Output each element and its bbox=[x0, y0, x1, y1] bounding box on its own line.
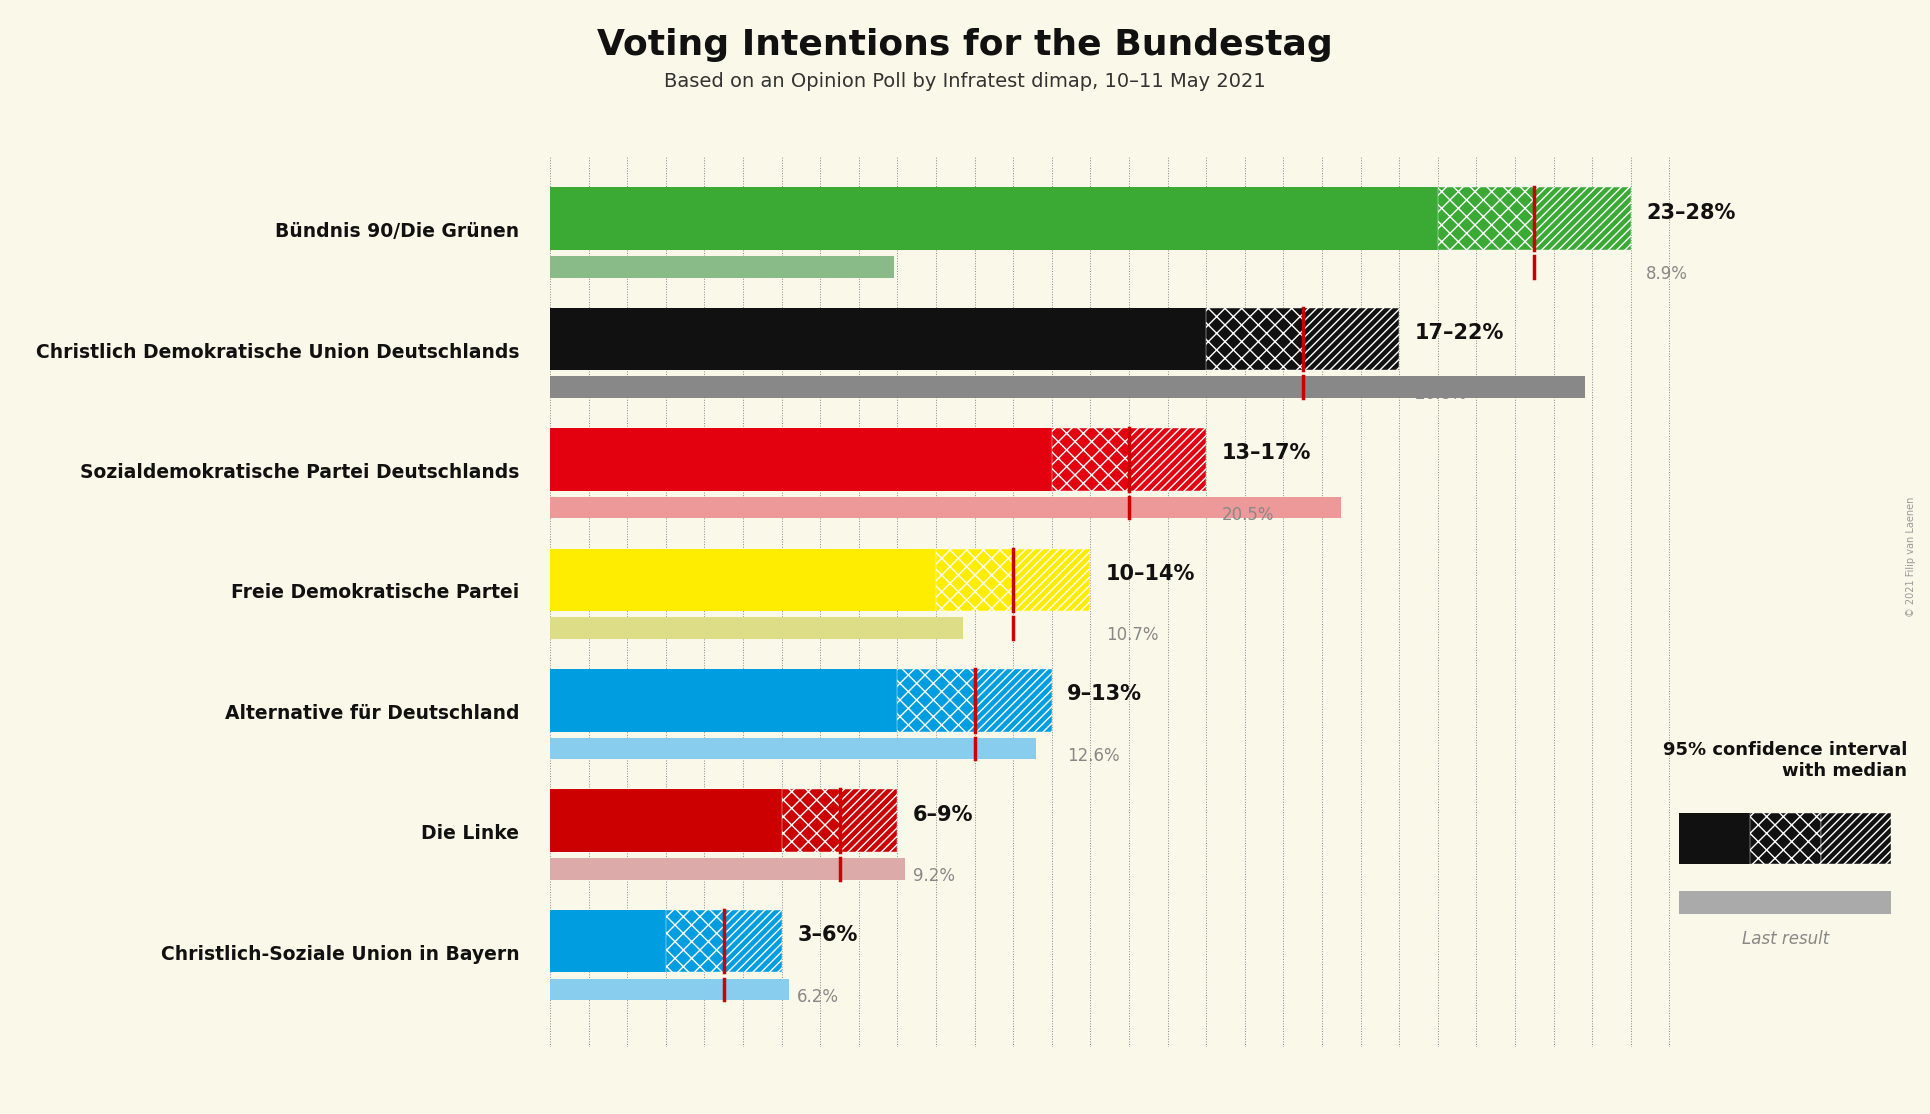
Bar bbox=[1751, 813, 1820, 863]
Text: 17–22%: 17–22% bbox=[1415, 323, 1503, 343]
Bar bbox=[550, 790, 782, 852]
Text: 26.8%: 26.8% bbox=[1415, 385, 1467, 403]
Text: Alternative für Deutschland: Alternative für Deutschland bbox=[224, 704, 519, 723]
Text: 10–14%: 10–14% bbox=[1106, 564, 1195, 584]
Bar bbox=[550, 858, 905, 880]
Text: Sozialdemokratische Partei Deutschlands: Sozialdemokratische Partei Deutschlands bbox=[79, 463, 519, 482]
Bar bbox=[1438, 187, 1534, 250]
Text: Voting Intentions for the Bundestag: Voting Intentions for the Bundestag bbox=[596, 28, 1334, 62]
Bar bbox=[550, 737, 1036, 760]
Bar bbox=[550, 910, 666, 973]
Bar bbox=[550, 307, 1206, 370]
Bar bbox=[1534, 187, 1631, 250]
Bar bbox=[1206, 307, 1303, 370]
Bar bbox=[1679, 813, 1751, 863]
Text: 8.9%: 8.9% bbox=[1646, 265, 1689, 283]
Text: Die Linke: Die Linke bbox=[421, 824, 519, 843]
Text: 13–17%: 13–17% bbox=[1222, 443, 1310, 463]
Bar bbox=[724, 910, 782, 973]
Bar bbox=[1129, 428, 1206, 491]
Text: 6–9%: 6–9% bbox=[913, 804, 973, 824]
Text: Last result: Last result bbox=[1741, 930, 1830, 948]
Text: 20.5%: 20.5% bbox=[1222, 506, 1274, 524]
Bar bbox=[550, 256, 894, 277]
Text: 10.7%: 10.7% bbox=[1106, 626, 1158, 644]
Text: 95% confidence interval
with median: 95% confidence interval with median bbox=[1664, 741, 1907, 780]
Bar bbox=[550, 187, 1438, 250]
Bar bbox=[666, 910, 724, 973]
Text: Bündnis 90/Die Grünen: Bündnis 90/Die Grünen bbox=[276, 222, 519, 241]
Bar bbox=[840, 790, 897, 852]
Text: © 2021 Filip van Laenen: © 2021 Filip van Laenen bbox=[1907, 497, 1916, 617]
Bar bbox=[1679, 891, 1891, 913]
Text: Freie Demokratische Partei: Freie Demokratische Partei bbox=[232, 584, 519, 603]
Bar bbox=[1013, 548, 1090, 612]
Bar bbox=[1820, 813, 1891, 863]
Bar bbox=[550, 617, 963, 639]
Text: Based on an Opinion Poll by Infratest dimap, 10–11 May 2021: Based on an Opinion Poll by Infratest di… bbox=[664, 72, 1266, 91]
Bar bbox=[1052, 428, 1129, 491]
Bar bbox=[936, 548, 1013, 612]
Bar bbox=[550, 978, 789, 1000]
Bar bbox=[782, 790, 840, 852]
Text: Christlich-Soziale Union in Bayern: Christlich-Soziale Union in Bayern bbox=[160, 945, 519, 964]
Bar bbox=[550, 428, 1052, 491]
Text: 23–28%: 23–28% bbox=[1646, 203, 1735, 223]
Text: 9–13%: 9–13% bbox=[1067, 684, 1143, 704]
Bar bbox=[975, 670, 1052, 732]
Text: Christlich Demokratische Union Deutschlands: Christlich Demokratische Union Deutschla… bbox=[35, 342, 519, 362]
Text: 3–6%: 3–6% bbox=[797, 925, 857, 945]
Text: 6.2%: 6.2% bbox=[797, 988, 840, 1006]
Bar bbox=[550, 377, 1585, 398]
Bar bbox=[897, 670, 975, 732]
Bar bbox=[550, 548, 936, 612]
Text: 12.6%: 12.6% bbox=[1067, 746, 1119, 764]
Bar bbox=[1303, 307, 1399, 370]
Text: 9.2%: 9.2% bbox=[913, 867, 955, 886]
Bar bbox=[550, 670, 897, 732]
Bar bbox=[550, 497, 1341, 518]
